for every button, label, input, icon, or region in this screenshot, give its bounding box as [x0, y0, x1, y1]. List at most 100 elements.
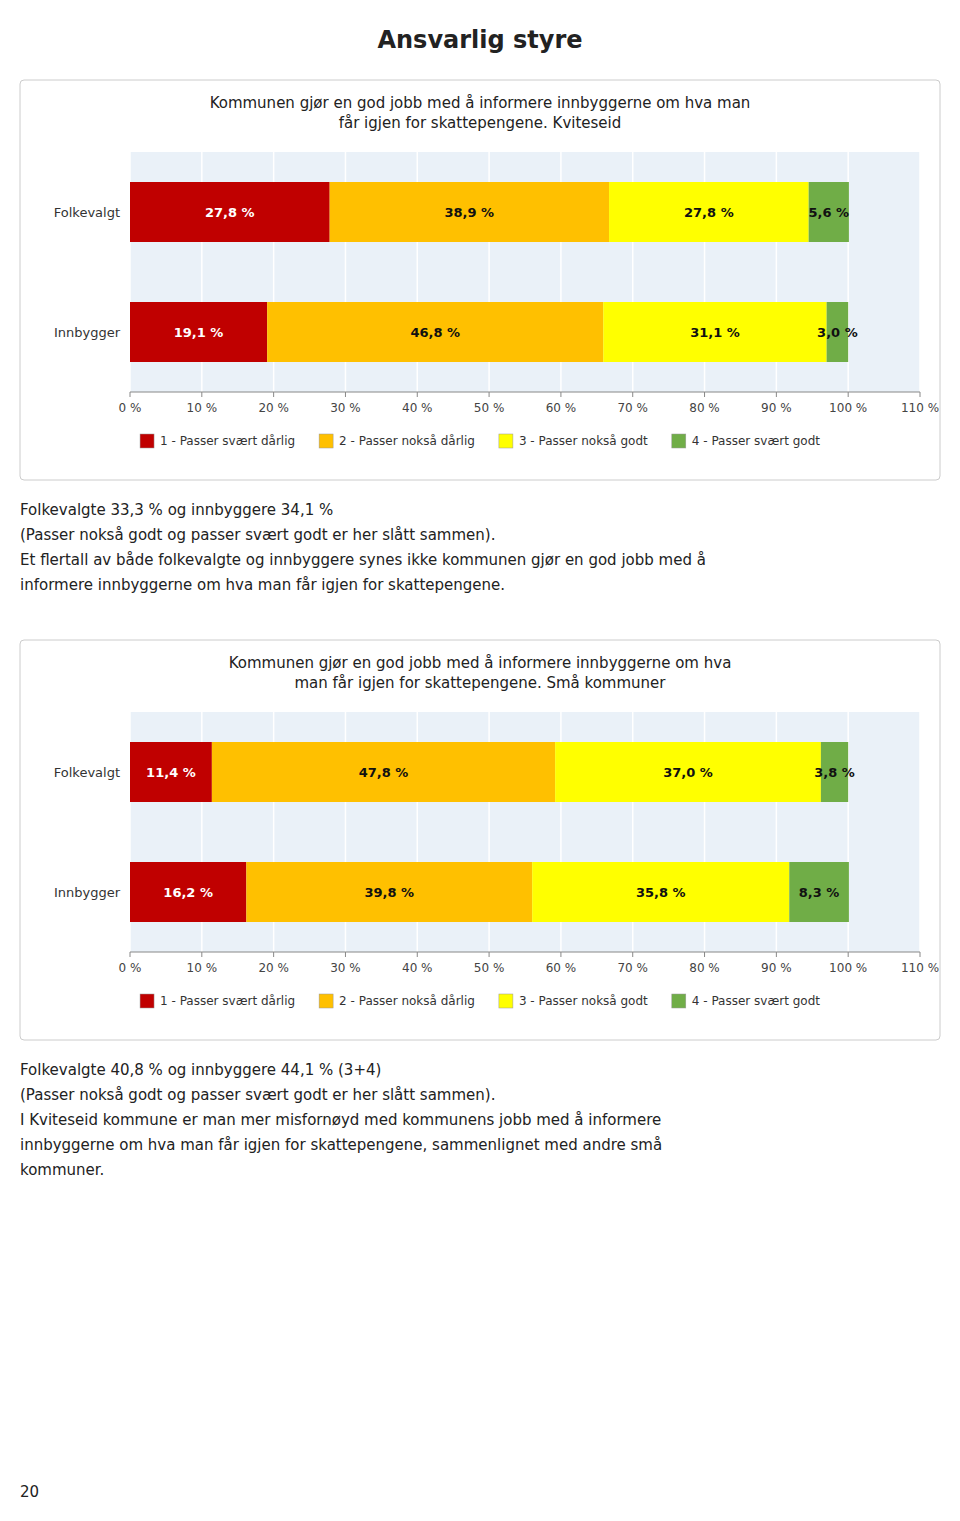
tick-mark — [920, 392, 921, 397]
legend-swatch — [499, 434, 513, 448]
data-label: 11,4 % — [146, 765, 196, 780]
annotation: informere innbyggerne om hva man får igj… — [20, 576, 505, 594]
tick-label: 20 % — [258, 401, 289, 415]
bar-segment — [267, 302, 603, 362]
legend-label: 3 - Passer nokså godt — [519, 994, 648, 1008]
chart-title-line: Kommunen gjør en god jobb med å informer… — [229, 654, 732, 672]
tick-mark — [130, 392, 131, 397]
annotation: innbyggerne om hva man får igjen for ska… — [20, 1136, 662, 1154]
plot-area — [130, 152, 920, 392]
legend-item: 1 - Passer svært dårlig — [140, 434, 295, 448]
tick-label: 10 % — [187, 401, 218, 415]
tick-label: 10 % — [187, 961, 218, 975]
data-label: 31,1 % — [690, 325, 740, 340]
legend-swatch — [499, 994, 513, 1008]
data-label: 46,8 % — [410, 325, 460, 340]
bar-segment — [130, 182, 330, 242]
tick-mark — [489, 952, 490, 957]
tick-mark — [345, 392, 346, 397]
tick-label: 60 % — [546, 961, 577, 975]
tick-mark — [417, 952, 418, 957]
grid-line — [919, 712, 921, 952]
tick-label: 30 % — [330, 401, 361, 415]
x-axis-line — [130, 392, 920, 393]
tick-mark — [848, 392, 849, 397]
legend: 1 - Passer svært dårlig 2 - Passer nokså … — [140, 434, 820, 448]
tick-mark — [704, 952, 705, 957]
annotation: (Passer nokså godt og passer svært godt … — [20, 526, 495, 544]
category-label: Folkevalgt — [54, 765, 120, 780]
bars — [130, 742, 849, 922]
tick-label: 100 % — [829, 401, 867, 415]
data-label: 37,0 % — [663, 765, 713, 780]
legend-label: 1 - Passer svært dårlig — [160, 994, 295, 1008]
legend-item: 4 - Passer svært godt — [672, 994, 820, 1008]
legend-label: 1 - Passer svært dårlig — [160, 434, 295, 448]
legend-label: 3 - Passer nokså godt — [519, 434, 648, 448]
tick-label: 40 % — [402, 961, 433, 975]
annotation: Et flertall av både folkevalgte og innby… — [20, 551, 706, 569]
chart-title-line: får igjen for skattepengene. Kviteseid — [339, 114, 622, 132]
legend-swatch — [140, 434, 154, 448]
grid-line — [919, 152, 921, 392]
tick-label: 70 % — [617, 401, 648, 415]
chart-title-line: Kommunen gjør en god jobb med å informer… — [210, 94, 751, 112]
tick-mark — [560, 392, 561, 397]
legend-item: 1 - Passer svært dårlig — [140, 994, 295, 1008]
chart-panel — [20, 80, 940, 480]
bars — [130, 182, 849, 362]
annotation: kommuner. — [20, 1161, 104, 1179]
chart: Kommunen gjør en god jobb med å informer… — [20, 80, 940, 480]
category-label: Innbygger — [54, 885, 121, 900]
bar-segment — [130, 742, 212, 802]
tick-mark — [920, 952, 921, 957]
annotation: Folkevalgte 40,8 % og innbyggere 44,1 % … — [20, 1061, 381, 1079]
bar-segment — [130, 302, 267, 362]
legend-item: 3 - Passer nokså godt — [499, 434, 648, 448]
data-label: 39,8 % — [364, 885, 414, 900]
legend-item: 4 - Passer svært godt — [672, 434, 820, 448]
tick-label: 50 % — [474, 401, 505, 415]
tick-mark — [632, 392, 633, 397]
tick-mark — [489, 392, 490, 397]
page-title: Ansvarlig styre — [377, 26, 582, 54]
legend: 1 - Passer svært dårlig 2 - Passer nokså … — [140, 994, 820, 1008]
bar-segment — [609, 182, 809, 242]
background — [0, 0, 960, 1521]
data-label: 3,0 % — [817, 325, 858, 340]
data-label: 27,8 % — [205, 205, 255, 220]
legend-label: 2 - Passer nokså dårlig — [339, 994, 475, 1008]
data-label: 16,2 % — [163, 885, 213, 900]
tick-mark — [776, 392, 777, 397]
tick-label: 100 % — [829, 961, 867, 975]
data-labels: 27,8 %38,9 %27,8 %5,6 %19,1 %46,8 %31,1 … — [174, 205, 858, 340]
tick-mark — [632, 952, 633, 957]
page-number: 20 — [20, 1483, 39, 1501]
data-label: 47,8 % — [359, 765, 409, 780]
legend-item: 2 - Passer nokså dårlig — [319, 994, 475, 1008]
tick-label: 110 % — [901, 401, 939, 415]
legend-label: 4 - Passer svært godt — [692, 434, 820, 448]
data-label: 5,6 % — [808, 205, 849, 220]
data-label: 19,1 % — [174, 325, 224, 340]
tick-mark — [848, 952, 849, 957]
tick-label: 0 % — [119, 401, 142, 415]
tick-mark — [704, 392, 705, 397]
tick-mark — [201, 392, 202, 397]
tick-label: 80 % — [689, 401, 720, 415]
tick-label: 40 % — [402, 401, 433, 415]
tick-mark — [345, 952, 346, 957]
legend-swatch — [140, 994, 154, 1008]
x-axis-line — [130, 952, 920, 953]
legend-swatch — [672, 994, 686, 1008]
legend-label: 2 - Passer nokså dårlig — [339, 434, 475, 448]
bar-segment — [555, 742, 821, 802]
bar-segment — [246, 862, 532, 922]
bar-segment — [809, 182, 849, 242]
tick-mark — [273, 392, 274, 397]
data-label: 3,8 % — [814, 765, 855, 780]
plot-area — [130, 712, 920, 952]
data-label: 35,8 % — [636, 885, 686, 900]
bar-segment — [130, 862, 246, 922]
tick-mark — [417, 392, 418, 397]
